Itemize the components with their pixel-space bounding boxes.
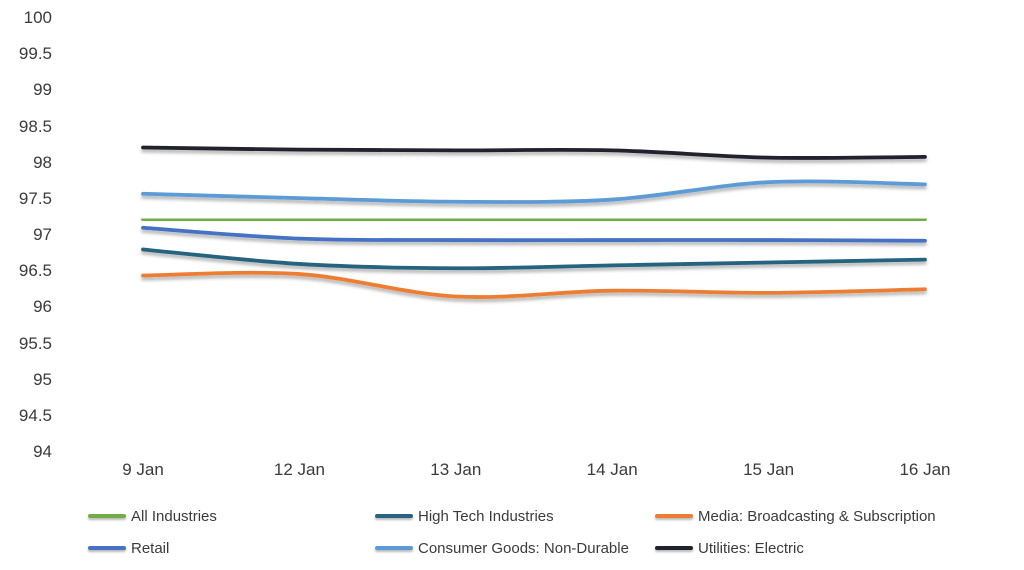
x-axis-label: 16 Jan <box>899 460 951 479</box>
y-axis-label: 98 <box>33 152 52 172</box>
y-axis-label: 98.5 <box>18 116 52 136</box>
y-axis-label: 97.5 <box>18 188 52 208</box>
legend-label: Utilities: Electric <box>698 539 804 557</box>
legend-item-utilities-electric: Utilities: Electric <box>655 538 804 558</box>
y-axis-label: 97 <box>33 225 52 244</box>
legend-item-consumer-goods-non-durable: Consumer Goods: Non-Durable <box>375 538 629 558</box>
series-line-consumer-goods-non-durable <box>141 179 927 204</box>
legend-label: All Industries <box>131 507 217 525</box>
legend-label: Consumer Goods: Non-Durable <box>418 539 629 557</box>
legend-swatch <box>88 546 126 550</box>
legend-item-all-industries: All Industries <box>88 506 217 526</box>
series-line-all-industries <box>141 217 927 222</box>
y-axis-label: 99 <box>33 80 52 100</box>
legend-label: Retail <box>131 539 170 557</box>
legend-swatch <box>88 514 126 518</box>
y-axis-label: 100 <box>23 8 52 27</box>
y-axis-label: 96.5 <box>18 261 52 281</box>
y-axis-label: 94.5 <box>18 405 52 425</box>
legend-swatch <box>655 514 693 518</box>
series-line-retail <box>141 225 927 243</box>
x-axis-label: 14 Jan <box>586 460 638 479</box>
y-axis-label: 99.5 <box>18 44 52 64</box>
legend-item-media-broadcasting-subscription: Media: Broadcasting & Subscription <box>655 506 936 526</box>
legend: All Industries High Tech Industries Media:… <box>0 498 1024 568</box>
legend-label: Media: Broadcasting & Subscription <box>698 507 936 525</box>
legend-item-high-tech-industries: High Tech Industries <box>375 506 554 526</box>
legend-swatch <box>655 546 693 550</box>
x-axis-label: 9 Jan <box>122 460 164 479</box>
series-line-high-tech-industries <box>141 247 927 271</box>
x-axis-label: 13 Jan <box>430 460 482 479</box>
legend-swatch <box>375 514 413 518</box>
x-axis-label: 12 Jan <box>273 460 325 479</box>
legend-swatch <box>375 546 413 550</box>
series-line-media-broadcasting-subscription <box>141 270 927 299</box>
y-axis-label: 95 <box>33 369 52 389</box>
series-line-utilities-electric <box>141 145 927 160</box>
y-axis-label: 96 <box>33 297 52 317</box>
x-axis-label: 15 Jan <box>743 460 795 479</box>
y-axis-label: 94 <box>33 442 52 461</box>
y-axis-label: 95.5 <box>18 333 52 353</box>
legend-item-retail: Retail <box>88 538 169 558</box>
legend-label: High Tech Industries <box>418 507 554 525</box>
